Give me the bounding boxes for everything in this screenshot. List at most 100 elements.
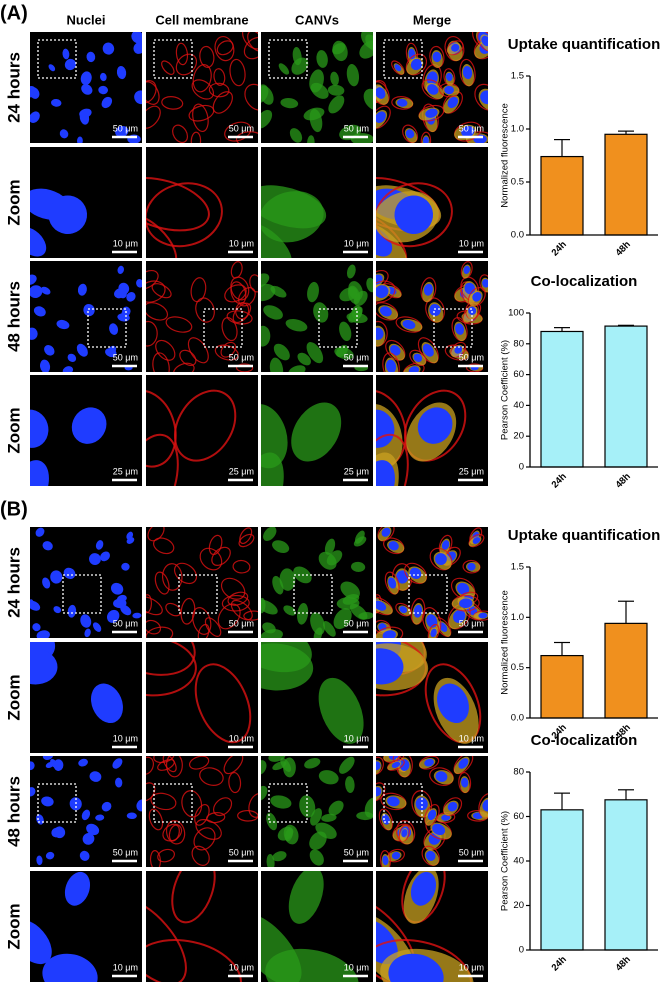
membrane bbox=[237, 809, 258, 822]
membrane bbox=[235, 363, 254, 372]
nucleus bbox=[387, 796, 400, 807]
nucleus bbox=[376, 600, 387, 611]
membrane bbox=[173, 389, 237, 462]
membrane bbox=[221, 317, 238, 342]
nucleus bbox=[423, 136, 429, 143]
vesicles bbox=[307, 281, 319, 303]
nucleus bbox=[126, 812, 137, 820]
nucleus bbox=[453, 609, 466, 623]
y-tick-label: 20 bbox=[513, 900, 524, 911]
vesicles bbox=[307, 135, 315, 143]
nucleus bbox=[101, 96, 113, 109]
membrane bbox=[427, 623, 440, 638]
vesicles bbox=[315, 822, 337, 839]
membrane bbox=[154, 571, 170, 595]
nucleus bbox=[121, 562, 130, 571]
vesicles bbox=[261, 452, 284, 486]
membrane bbox=[238, 533, 255, 548]
vesicles bbox=[288, 365, 306, 372]
nucleus bbox=[456, 582, 470, 595]
vesicles bbox=[339, 321, 352, 342]
vesicles bbox=[291, 402, 342, 462]
nucleus bbox=[95, 814, 105, 821]
membrane bbox=[150, 792, 177, 811]
membrane bbox=[146, 626, 174, 638]
vesicles bbox=[359, 40, 373, 59]
nucleus bbox=[388, 541, 399, 551]
scale-bar-label: 10 μm bbox=[344, 962, 369, 972]
nucleus bbox=[55, 829, 62, 838]
zoom-box bbox=[153, 783, 193, 823]
micrograph: 10 μm bbox=[261, 871, 373, 982]
scale-bar-label: 10 μm bbox=[229, 238, 254, 248]
membrane bbox=[472, 32, 488, 50]
vesicles bbox=[346, 264, 356, 279]
chart-title: Co-localization bbox=[531, 732, 638, 749]
membrane bbox=[376, 280, 396, 303]
scale-bar-label: 10 μm bbox=[229, 733, 254, 743]
membrane bbox=[165, 756, 183, 778]
nucleus bbox=[376, 409, 395, 448]
vesicles bbox=[333, 608, 352, 630]
scale-bar-label: 25 μm bbox=[113, 466, 138, 476]
scale-bar-label: 10 μm bbox=[344, 238, 369, 248]
scale-bar-label: 10 μm bbox=[113, 962, 138, 972]
zoom-box bbox=[178, 574, 218, 614]
vesicles bbox=[327, 84, 345, 96]
nucleus bbox=[394, 195, 434, 235]
vesicles bbox=[353, 290, 368, 307]
nucleus bbox=[30, 226, 47, 257]
membrane bbox=[213, 68, 226, 86]
vesicles bbox=[263, 527, 277, 541]
membrane bbox=[153, 756, 175, 764]
nucleus bbox=[478, 612, 488, 619]
membrane bbox=[168, 824, 180, 842]
membrane bbox=[194, 663, 252, 744]
vesicles bbox=[261, 191, 324, 243]
nucleus bbox=[30, 787, 36, 797]
y-tick-label: 40 bbox=[513, 400, 524, 411]
membrane bbox=[223, 756, 244, 775]
vesicles bbox=[278, 63, 290, 75]
membrane bbox=[192, 64, 212, 93]
nucleus bbox=[413, 604, 423, 618]
nucleus bbox=[100, 551, 111, 562]
membrane bbox=[376, 105, 391, 129]
membrane bbox=[243, 36, 258, 60]
membrane bbox=[194, 803, 210, 826]
nucleus bbox=[458, 758, 469, 769]
nucleus bbox=[35, 527, 45, 537]
nucleus bbox=[30, 409, 49, 448]
nucleus bbox=[78, 758, 88, 767]
membrane bbox=[212, 91, 233, 114]
nucleus bbox=[71, 407, 107, 444]
bar bbox=[604, 622, 648, 719]
vesicles bbox=[261, 785, 268, 801]
membrane bbox=[190, 277, 207, 303]
membrane bbox=[199, 45, 215, 68]
vesicles bbox=[261, 629, 283, 638]
nucleus bbox=[461, 777, 469, 788]
micrograph: 10 μm bbox=[146, 642, 258, 753]
nucleus bbox=[462, 65, 473, 80]
row-label: Zoom bbox=[4, 179, 23, 225]
nucleus bbox=[454, 345, 463, 354]
nucleus bbox=[126, 537, 135, 544]
nucleus bbox=[101, 801, 112, 812]
nucleus bbox=[382, 630, 396, 638]
micrograph: 50 μm bbox=[30, 32, 142, 143]
nucleus bbox=[62, 366, 74, 372]
vesicles bbox=[272, 761, 287, 771]
bar bbox=[604, 325, 648, 468]
membrane bbox=[379, 850, 391, 867]
scale-bar-label: 50 μm bbox=[229, 352, 254, 362]
y-tick-label: 40 bbox=[513, 856, 524, 867]
row-label: Zoom bbox=[4, 407, 23, 453]
bar bbox=[540, 654, 584, 719]
nucleus bbox=[79, 108, 92, 118]
membrane bbox=[227, 591, 249, 606]
nucleus bbox=[80, 614, 92, 628]
vesicles bbox=[272, 851, 287, 862]
x-tick-label: 24h bbox=[550, 239, 569, 258]
membrane bbox=[173, 562, 198, 585]
